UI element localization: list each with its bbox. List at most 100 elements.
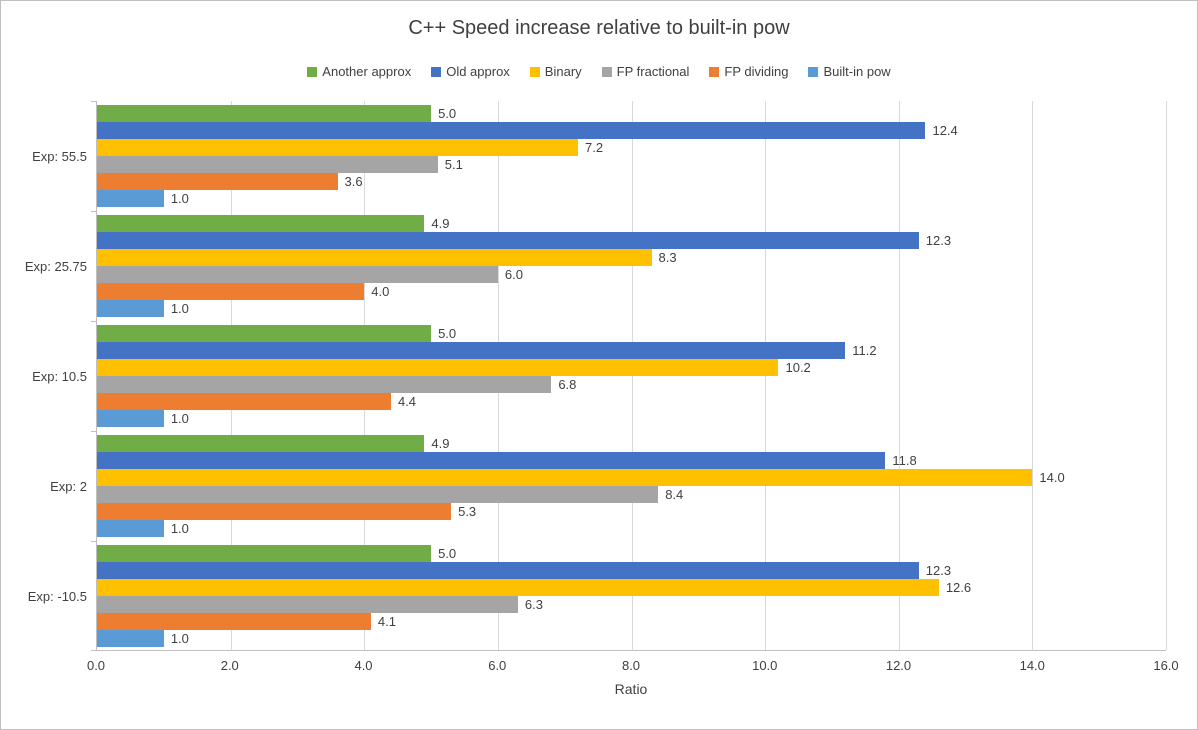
bar-value-label: 12.3 [925, 233, 952, 248]
bar-row: 5.3 [97, 503, 1166, 520]
bar-fp-dividing [97, 283, 365, 300]
bar-row: 12.3 [97, 562, 1166, 579]
bar-fp-dividing [97, 173, 338, 190]
bar-row: 4.4 [97, 393, 1166, 410]
y-axis-tick [91, 431, 97, 432]
legend-swatch-icon [601, 66, 612, 77]
legend-label: Built-in pow [823, 64, 891, 79]
bar-row: 5.0 [97, 325, 1166, 342]
legend: Another approx Old approx Binary FP fractio… [1, 64, 1197, 79]
legend-label: Binary [544, 64, 582, 79]
y-axis-tick [91, 541, 97, 542]
bar-row: 14.0 [97, 469, 1166, 486]
bar-another-approx [97, 545, 432, 562]
bar-row: 6.0 [97, 266, 1166, 283]
x-tick-label: 10.0 [752, 658, 778, 673]
legend-swatch-icon [431, 66, 442, 77]
bar-binary [97, 359, 779, 376]
bar-row: 8.3 [97, 249, 1166, 266]
plot-wrap: 5.0 12.4 7.2 5.1 3.6 1.0 4.9 12.3 8.3 6.0 4.0 1.0 5.… [87, 101, 1179, 697]
bar-row: 1.0 [97, 300, 1166, 317]
legend-label: Another approx [322, 64, 412, 79]
bar-row: 6.3 [97, 596, 1166, 613]
bar-value-label: 1.0 [170, 301, 189, 316]
bar-value-label: 7.2 [585, 140, 604, 155]
bar-row: 4.1 [97, 613, 1166, 630]
x-tick-label: 6.0 [488, 658, 507, 673]
legend-item: Binary [529, 64, 582, 79]
bar-value-label: 6.0 [504, 267, 523, 282]
bar-value-label: 11.8 [892, 453, 917, 468]
bar-old-approx [97, 342, 846, 359]
y-axis-tick [91, 321, 97, 322]
bar-fp-fractional [97, 376, 552, 393]
bar-binary [97, 139, 579, 156]
bar-row: 12.4 [97, 122, 1166, 139]
x-tick-label: 8.0 [621, 658, 641, 673]
bar-value-label: 1.0 [170, 411, 189, 426]
y-axis-tick [91, 101, 97, 102]
bar-fp-dividing [97, 393, 391, 410]
bar-row: 8.4 [97, 486, 1166, 503]
bar-built-in-pow [97, 520, 164, 537]
y-axis-label: Exp: -10.5 [27, 588, 87, 604]
bar-row: 1.0 [97, 520, 1166, 537]
bar-fp-fractional [97, 156, 438, 173]
bar-built-in-pow [97, 300, 164, 317]
x-tick-label: 0.0 [86, 658, 106, 673]
bar-value-label: 5.0 [438, 546, 457, 561]
legend-item: Old approx [431, 64, 510, 79]
x-axis-title: Ratio [614, 681, 648, 697]
legend-label: FP dividing [724, 64, 789, 79]
bar-value-label: 5.1 [444, 157, 463, 172]
bar-row: 1.0 [97, 630, 1166, 647]
bar-value-label: 1.0 [170, 631, 189, 646]
gridline [898, 101, 900, 650]
legend-swatch-icon [709, 66, 720, 77]
x-tick-label: 2.0 [220, 658, 239, 673]
bar-another-approx [97, 325, 432, 342]
x-tick-label: 14.0 [1019, 658, 1045, 673]
bar-value-label: 12.6 [945, 580, 972, 595]
bar-value-label: 3.6 [344, 174, 363, 189]
bar-another-approx [97, 215, 425, 232]
legend-item: FP dividing [709, 64, 788, 79]
y-axis-label: Exp: 25.75 [24, 258, 87, 274]
bar-fp-dividing [97, 613, 371, 630]
y-axis-label: Exp: 2 [50, 478, 87, 494]
y-axis-tick [91, 650, 97, 651]
x-axis: 0.0 2.0 4.0 6.0 8.0 10.0 12.0 14.0 16.0 [87, 651, 1179, 675]
bar-row: 7.2 [97, 139, 1166, 156]
bar-old-approx [97, 232, 919, 249]
legend-swatch-icon [529, 66, 540, 77]
bar-row: 11.2 [97, 342, 1166, 359]
bar-value-label: 5.3 [458, 504, 477, 519]
bar-value-label: 6.3 [524, 597, 543, 612]
chart-body: Exp: 55.5 Exp: 25.75 Exp: 10.5 Exp: 2 Exp: -… [1, 101, 1197, 697]
bar-row: 4.9 [97, 435, 1166, 452]
bar-value-label: 4.0 [371, 284, 390, 299]
bar-group: 4.9 11.8 14.0 8.4 5.3 1.0 [97, 431, 1166, 541]
bar-binary [97, 579, 939, 596]
bar-fp-dividing [97, 503, 452, 520]
bar-value-label: 10.2 [785, 360, 811, 375]
bar-row: 10.2 [97, 359, 1166, 376]
y-axis-labels: Exp: 55.5 Exp: 25.75 Exp: 10.5 Exp: 2 Exp: -… [1, 101, 96, 651]
gridline [1032, 101, 1034, 650]
legend-item: Built-in pow [808, 64, 891, 79]
bar-value-label: 4.4 [397, 394, 417, 409]
gridline [1166, 101, 1167, 650]
bar-built-in-pow [97, 630, 164, 647]
bar-row: 1.0 [97, 410, 1166, 427]
legend-item: Another approx [307, 64, 411, 79]
legend-swatch-icon [808, 66, 819, 77]
bar-group: 5.0 11.2 10.2 6.8 4.4 1.0 [97, 321, 1166, 431]
bar-row: 3.6 [97, 173, 1166, 190]
bar-row: 5.0 [97, 105, 1166, 122]
bar-value-label: 1.0 [170, 521, 189, 536]
y-axis-tick [91, 211, 97, 212]
legend-label: FP fractional [616, 64, 690, 79]
bar-built-in-pow [97, 190, 164, 207]
bar-value-label: 5.0 [438, 326, 457, 341]
